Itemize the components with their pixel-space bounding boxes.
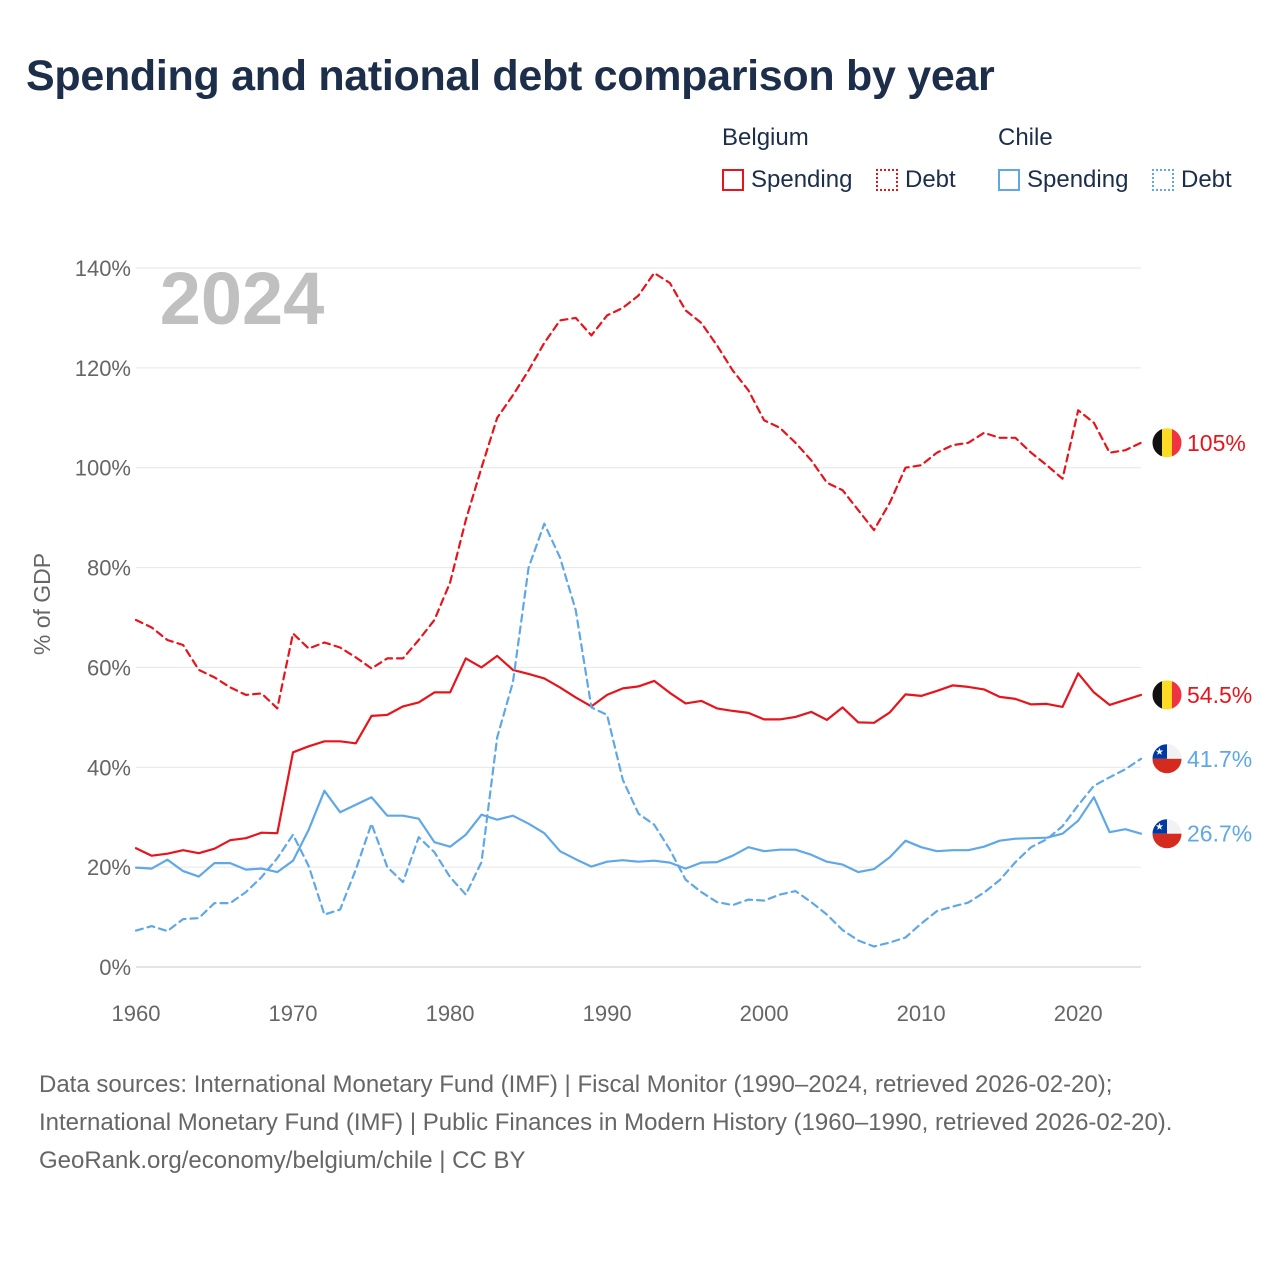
x-tick-label: 1960 <box>112 1001 161 1026</box>
legend-group-belgium-label: Belgium <box>722 124 809 151</box>
y-tick-label: 80% <box>87 556 131 581</box>
y-tick-label: 140% <box>75 256 131 281</box>
x-tick-label: 1980 <box>426 1001 475 1026</box>
solid-line-swatch-icon <box>722 169 744 191</box>
legend-group-chile-label: Chile <box>998 124 1053 151</box>
data-sources: Data sources: International Monetary Fun… <box>39 1071 1173 1136</box>
year-watermark: 2024 <box>160 257 325 340</box>
dotted-line-swatch-icon <box>1152 169 1174 191</box>
chart-title: Spending and national debt comparison by… <box>26 52 995 100</box>
legend-chile-debt-label: Debt <box>1181 166 1232 193</box>
legend-chile-debt[interactable]: Debt <box>1152 166 1232 194</box>
credit-link[interactable]: GeoRank.org/economy/belgium/chile | CC B… <box>39 1147 526 1174</box>
x-tick-label: 2010 <box>897 1001 946 1026</box>
y-tick-label: 40% <box>87 755 131 780</box>
y-tick-label: 100% <box>75 456 131 481</box>
end-value-label: 26.7% <box>1187 821 1252 847</box>
legend-belgium-debt-label: Debt <box>905 166 956 193</box>
y-tick-label: 0% <box>99 955 131 980</box>
end-markers: 105% 54.5% 41.7% 26.7% <box>1151 427 1252 850</box>
dotted-line-swatch-icon <box>876 169 898 191</box>
series-belgium-spending[interactable] <box>134 654 1143 857</box>
end-value-label: 105% <box>1187 430 1246 456</box>
footer: Data sources: International Monetary Fun… <box>39 1066 1239 1180</box>
x-tick-label: 1970 <box>269 1001 318 1026</box>
y-tick-label: 60% <box>87 655 131 680</box>
y-axis-label: % of GDP <box>29 553 55 655</box>
legend-belgium-debt[interactable]: Debt <box>876 166 956 194</box>
x-tick-label: 2000 <box>740 1001 789 1026</box>
end-value-label: 54.5% <box>1187 682 1252 708</box>
chile-flag-icon <box>1151 743 1183 775</box>
series-chile-debt[interactable] <box>134 522 1143 948</box>
y-tick-label: 120% <box>75 356 131 381</box>
solid-line-swatch-icon <box>998 169 1020 191</box>
legend-chile-spending[interactable]: Spending <box>998 166 1128 194</box>
y-tick-label: 20% <box>87 855 131 880</box>
x-tick-label: 1990 <box>583 1001 632 1026</box>
series-chile-spending[interactable] <box>134 789 1143 878</box>
legend-belgium-spending-label: Spending <box>751 166 853 193</box>
x-tick-label: 2020 <box>1054 1001 1103 1026</box>
chile-flag-icon <box>1151 818 1183 850</box>
legend-belgium-spending[interactable]: Spending <box>722 166 852 194</box>
grid-lines <box>136 267 1141 968</box>
belgium-flag-icon <box>1151 427 1183 459</box>
series-lines <box>134 271 1143 948</box>
x-axis: 1960 1970 1980 1990 2000 2010 2020 <box>112 1001 1103 1026</box>
line-chart: 2024 0% 20% 40% 60% 80% 100% 120% 140% 1960 1970… <box>29 256 1252 1026</box>
end-value-label: 41.7% <box>1187 746 1252 772</box>
series-belgium-debt[interactable] <box>134 271 1143 710</box>
belgium-flag-icon <box>1151 679 1183 711</box>
y-axis: 0% 20% 40% 60% 80% 100% 120% 140% <box>75 256 131 980</box>
legend-chile-spending-label: Spending <box>1027 166 1129 193</box>
